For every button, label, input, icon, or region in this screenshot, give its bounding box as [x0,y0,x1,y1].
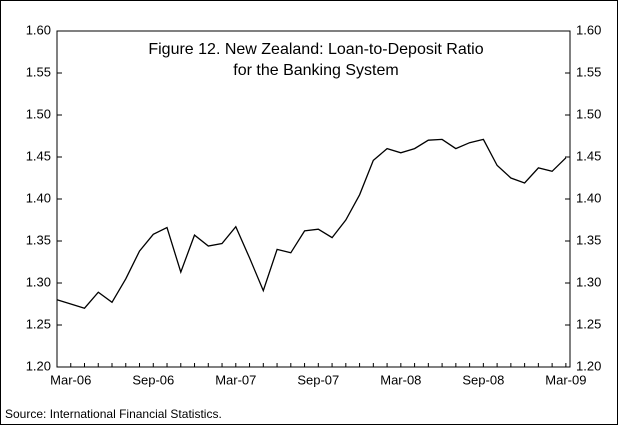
y2-tick-label: 1.25 [576,316,601,331]
x-tick-label: Sep-07 [297,372,339,387]
data-line [56,138,567,309]
chart-title: for the Banking System [233,62,398,79]
y2-tick-label: 1.35 [576,232,601,247]
chart-title: Figure 12. New Zealand: Loan-to-Deposit … [148,41,483,58]
y2-tick-label: 1.45 [576,148,601,163]
y2-tick-label: 1.30 [576,274,601,289]
x-tick-label: Mar-09 [545,372,586,387]
y2-tick-label: 1.50 [576,106,601,121]
y-tick-label: 1.45 [26,148,51,163]
y2-tick-label: 1.40 [576,190,601,205]
x-tick-label: Mar-08 [380,372,421,387]
y-tick-label: 1.35 [26,232,51,247]
y-tick-label: 1.50 [26,106,51,121]
source-note: Source: International Financial Statisti… [5,407,222,421]
y-tick-label: 1.25 [26,316,51,331]
y2-tick-label: 1.55 [576,64,601,79]
y-tick-label: 1.60 [26,22,51,37]
x-tick-label: Mar-07 [215,372,256,387]
y2-tick-label: 1.60 [576,22,601,37]
y-tick-label: 1.55 [26,64,51,79]
y2-tick-label: 1.20 [576,358,601,373]
y-tick-label: 1.40 [26,190,51,205]
x-tick-label: Sep-06 [132,372,174,387]
y-tick-label: 1.30 [26,274,51,289]
x-tick-label: Sep-08 [462,372,504,387]
y-tick-label: 1.20 [26,358,51,373]
x-tick-label: Mar-06 [50,372,91,387]
